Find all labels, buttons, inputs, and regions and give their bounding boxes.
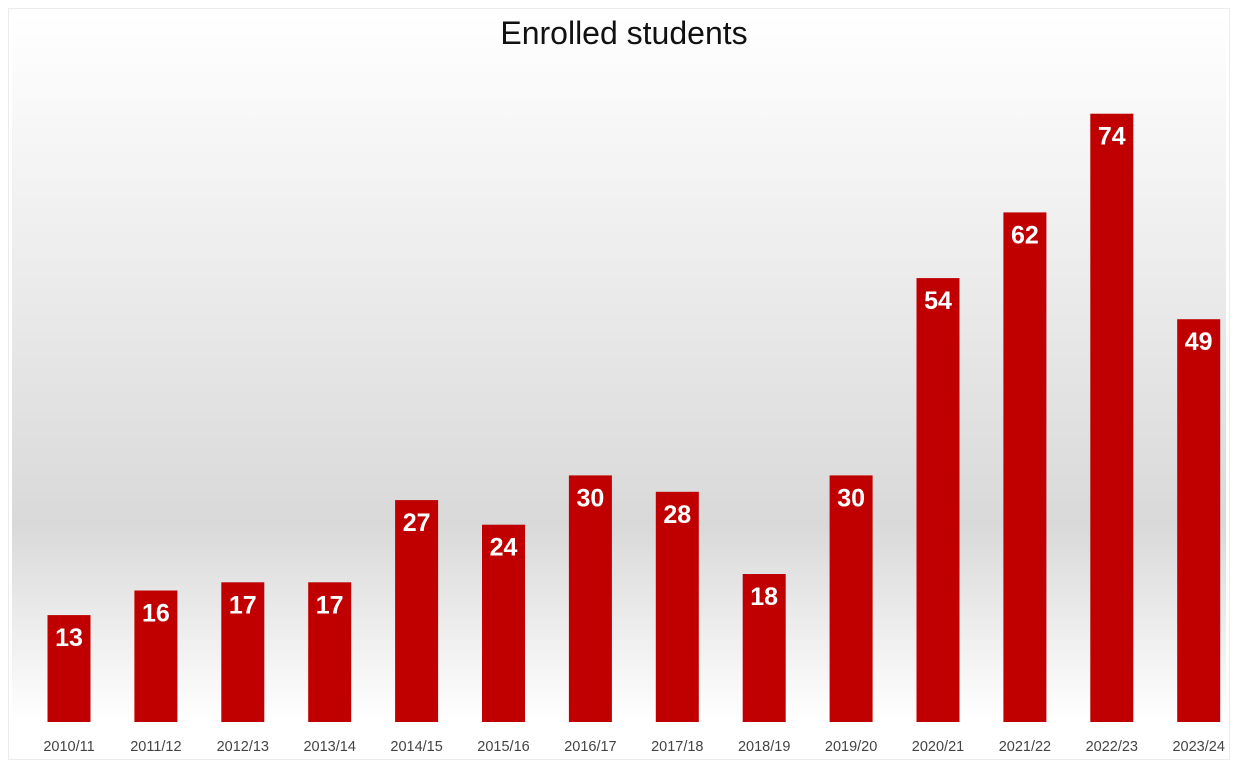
value-label: 62 bbox=[1011, 221, 1039, 249]
x-tick-label: 2020/21 bbox=[912, 739, 964, 755]
x-tick-label: 2014/15 bbox=[390, 739, 442, 755]
bar-2019-20 bbox=[829, 475, 873, 722]
bar-2020-21 bbox=[916, 278, 960, 722]
bars-group bbox=[47, 113, 1221, 722]
bar-2013-14 bbox=[308, 582, 352, 722]
chart-frame bbox=[8, 8, 1230, 760]
x-tick-label: 2010/11 bbox=[43, 739, 94, 755]
value-label: 18 bbox=[750, 583, 778, 611]
chart-title: Enrolled students bbox=[500, 15, 747, 51]
value-label: 49 bbox=[1185, 328, 1213, 356]
x-tick-label: 2019/20 bbox=[825, 739, 877, 755]
value-label: 30 bbox=[837, 484, 865, 512]
value-label: 30 bbox=[576, 484, 604, 512]
x-tick-label: 2015/16 bbox=[477, 739, 529, 755]
x-tick-label: 2011/12 bbox=[130, 739, 181, 755]
bar-2017-18 bbox=[655, 491, 699, 722]
bar-2010-11 bbox=[47, 615, 91, 722]
bar-2022-23 bbox=[1090, 113, 1134, 722]
bar-2023-24 bbox=[1177, 319, 1221, 722]
value-label: 27 bbox=[403, 509, 431, 537]
x-tick-label: 2022/23 bbox=[1086, 739, 1138, 755]
bar-2015-16 bbox=[482, 524, 525, 722]
bar-2011-12 bbox=[134, 590, 178, 722]
value-label: 54 bbox=[924, 287, 952, 315]
value-label: 13 bbox=[55, 624, 83, 652]
bar-2014-15 bbox=[395, 500, 439, 722]
x-tick-label: 2023/24 bbox=[1172, 739, 1224, 755]
x-tick-label: 2017/18 bbox=[651, 739, 703, 755]
value-label: 17 bbox=[316, 591, 344, 619]
value-label: 16 bbox=[142, 600, 170, 628]
bar-2018-19 bbox=[742, 574, 786, 722]
bar-2021-22 bbox=[1003, 212, 1047, 722]
value-label: 24 bbox=[490, 534, 518, 562]
value-label: 17 bbox=[229, 591, 257, 619]
x-tick-label: 2012/13 bbox=[217, 739, 269, 755]
x-tick-label: 2021/22 bbox=[999, 739, 1051, 755]
x-tick-labels-group: 2010/11 2011/12 2012/13 2013/14 2014/15 2015/… bbox=[43, 739, 1225, 755]
value-labels-group: 13 16 17 17 27 24 30 28 18 30 54 62 74 49 bbox=[55, 123, 1213, 652]
bar-2012-13 bbox=[221, 582, 265, 722]
value-label: 74 bbox=[1098, 123, 1126, 151]
x-tick-label: 2018/19 bbox=[738, 739, 790, 755]
bar-2016-17 bbox=[568, 475, 612, 722]
value-label: 28 bbox=[663, 501, 691, 529]
x-tick-label: 2013/14 bbox=[303, 739, 355, 755]
x-tick-label: 2016/17 bbox=[564, 739, 616, 755]
